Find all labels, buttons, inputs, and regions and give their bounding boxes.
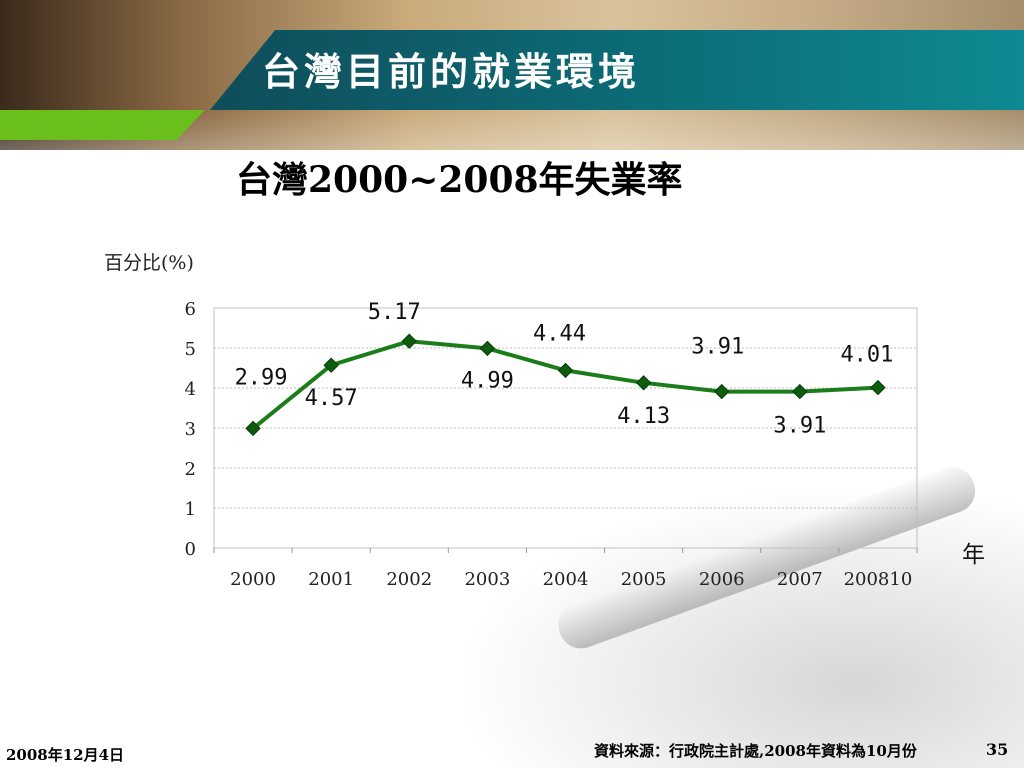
data-label: 4.99 — [461, 368, 514, 393]
data-label: 4.13 — [617, 404, 670, 429]
data-point-marker — [245, 420, 261, 437]
chart-title: 台灣2000~2008年失業率 — [236, 159, 683, 201]
y-tick-label: 2 — [185, 459, 196, 480]
data-label: 4.44 — [533, 321, 586, 346]
page-number: 35 — [986, 740, 1009, 759]
y-axis-ticks: 0 1 2 3 4 5 6 — [185, 299, 196, 560]
data-label: 4.01 — [840, 343, 893, 368]
y-tick-label: 6 — [185, 299, 196, 320]
data-point-marker — [479, 340, 496, 357]
y-tick-label: 1 — [185, 499, 196, 520]
accent-stripe — [0, 110, 205, 140]
y-tick-label: 0 — [185, 539, 196, 560]
x-tick-label: 2005 — [621, 569, 667, 590]
x-axis-label: 年 — [962, 542, 985, 568]
data-point-marker — [557, 362, 574, 379]
y-axis-label: 百分比(%) — [104, 252, 194, 274]
data-point-marker — [635, 375, 652, 391]
y-tick-label: 3 — [185, 419, 196, 440]
x-axis-ticks: 2000 2001 2002 2003 2004 2005 2006 2007 200810 — [213, 548, 918, 590]
footer-source: 資料來源：行政院主計處,2008年資料為10月份 — [594, 742, 917, 760]
y-tick-label: 4 — [185, 379, 196, 400]
data-label: 2.99 — [235, 365, 288, 390]
data-label: 5.17 — [368, 300, 421, 325]
y-tick-label: 5 — [185, 339, 196, 360]
data-markers — [245, 333, 886, 437]
x-tick-label: 2004 — [543, 569, 589, 590]
x-tick-label: 2002 — [386, 569, 432, 590]
title-banner — [210, 30, 1024, 110]
data-point-marker — [401, 333, 417, 349]
data-point-marker — [792, 383, 808, 400]
data-point-marker — [323, 357, 339, 373]
pen-background-art — [464, 488, 1024, 768]
x-tick-label: 2007 — [777, 569, 823, 590]
x-tick-label: 2006 — [699, 569, 745, 590]
x-tick-label: 2001 — [308, 569, 354, 590]
data-point-marker — [714, 383, 730, 400]
footer-date: 2008年12月4日 — [6, 746, 125, 764]
slide-title: 台灣目前的就業環境 — [262, 49, 641, 94]
data-label: 3.91 — [773, 414, 826, 439]
x-tick-label: 2003 — [464, 569, 510, 590]
data-label: 3.91 — [691, 335, 744, 360]
x-tick-label: 200810 — [844, 569, 913, 590]
x-tick-label: 2000 — [230, 569, 276, 590]
data-label: 4.57 — [305, 386, 358, 411]
data-point-marker — [870, 379, 886, 396]
data-labels: 2.99 4.57 5.17 4.99 4.44 4.13 3.91 3.91 4.01 — [235, 300, 894, 438]
